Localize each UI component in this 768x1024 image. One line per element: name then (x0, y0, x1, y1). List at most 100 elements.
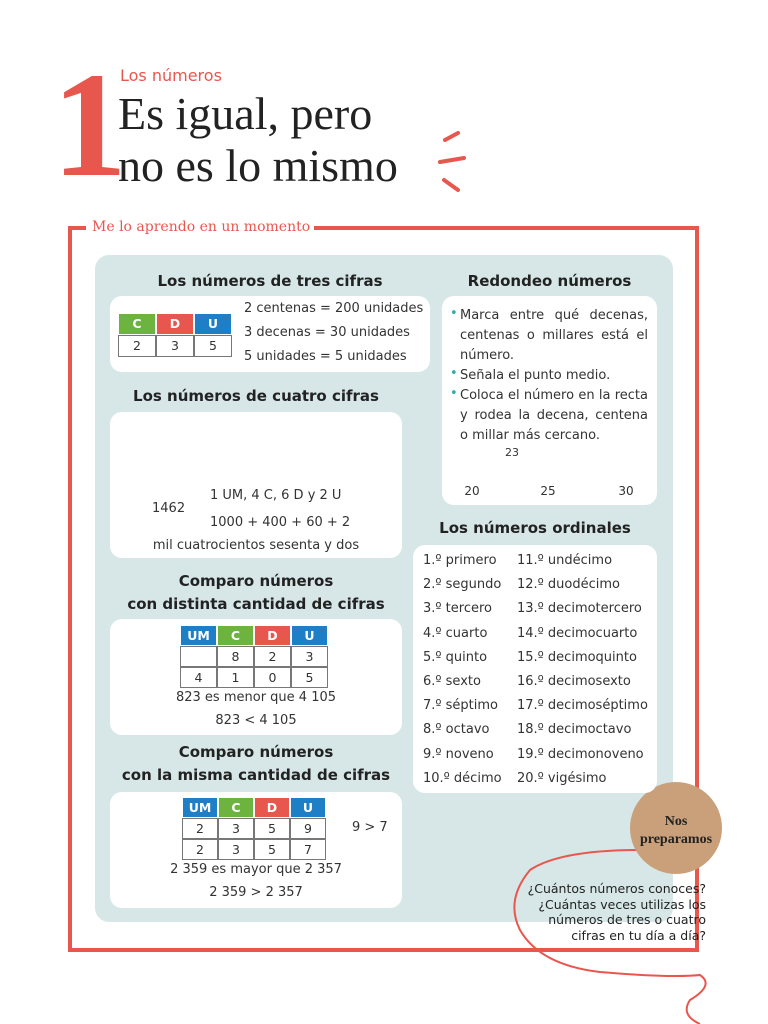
ordinal: 17.º decimoséptimo (517, 698, 648, 714)
table-cell: 3 (156, 335, 194, 357)
table-cell: 3 (218, 818, 254, 839)
ordinal: 18.º decimoctavo (517, 722, 632, 738)
question: ¿Cuántas veces utilizas los (538, 896, 706, 912)
table-cell: 3 (218, 839, 254, 860)
statement: 2 359 > 2 357 (209, 885, 303, 900)
heading: Comparo números (178, 743, 334, 761)
table-cell: 5 (254, 839, 290, 860)
decomposition: 1000 + 400 + 60 + 2 (210, 515, 351, 530)
title-1: Es igual, pero (118, 88, 373, 139)
heading: Comparo números (178, 572, 334, 590)
ordinal: 4.º cuarto (423, 625, 488, 641)
ordinal: 13.º decimotercero (517, 601, 642, 617)
table-cell: 7 (290, 839, 326, 860)
ordinal: 16.º decimosexto (517, 674, 631, 689)
ordinal: 19.º decimonoveno (517, 746, 644, 762)
note: 9 > 7 (352, 820, 388, 835)
badge (630, 782, 722, 874)
badge-line: preparamos (639, 832, 713, 847)
ordinal: 20.º vigésimo (517, 770, 607, 786)
ordinal: 2.º segundo (423, 577, 502, 593)
ordinal: 11.º undécimo (517, 553, 613, 568)
table-header: UM (180, 625, 217, 646)
frame (68, 226, 699, 952)
label-bg (86, 218, 314, 238)
ordinal: 10.º décimo (423, 770, 502, 786)
table-cell: 8 (217, 646, 254, 667)
table-header: U (290, 797, 326, 818)
table-cell: 4 (180, 667, 217, 688)
heading: con distinta cantidad de cifras (127, 595, 385, 613)
statement: 2 359 es mayor que 2 357 (170, 862, 342, 877)
table-header: U (291, 625, 328, 646)
box-ordinals (413, 545, 657, 793)
bullet: Marca entre qué decenas, centenas o mill… (460, 308, 648, 363)
heading: con la misma cantidad de cifras (121, 766, 391, 784)
ordinal: 7.º séptimo (423, 698, 499, 714)
ordinal: 12.º duodécimo (517, 577, 621, 593)
ordinal: 6.º sexto (423, 674, 481, 689)
table-cell (180, 646, 217, 667)
ordinal: 3.º tercero (423, 601, 492, 617)
table-header: C (217, 625, 254, 646)
table-header: C (118, 313, 156, 335)
table-header: D (156, 313, 194, 335)
table-cell: 5 (254, 818, 290, 839)
tick-label: 25 (540, 484, 556, 498)
unit-number: 1 (52, 42, 127, 208)
squiggle (438, 131, 466, 192)
tick-label: 20 (464, 484, 480, 498)
kicker: Los números (120, 66, 222, 85)
table-cell: 2 (182, 818, 218, 839)
ordinal: 14.º decimocuarto (517, 625, 638, 641)
bullet: Señala el punto medio. (460, 368, 611, 383)
bullet-dot: • (450, 306, 458, 321)
box-four (110, 412, 402, 558)
equation: 5 unidades = 5 unidades (244, 349, 407, 364)
question: ¿Cuántos números conoces? (527, 881, 706, 896)
ordinal: 15.º decimoquinto (517, 649, 637, 665)
badge-line: Nos (664, 814, 688, 829)
table-header: D (254, 797, 290, 818)
ordinal: 9.º noveno (423, 746, 494, 762)
bullet-dot: • (450, 386, 458, 401)
equation: 2 centenas = 200 unidades (244, 301, 424, 316)
number: 1462 (152, 501, 186, 516)
table-cell: 1 (217, 667, 254, 688)
table-header: U (194, 313, 232, 335)
table-cell: 5 (194, 335, 232, 357)
table-cell: 9 (290, 818, 326, 839)
table-cell: 2 (182, 839, 218, 860)
heading: Los números de cuatro cifras (133, 387, 379, 405)
ordinal: 5.º quinto (423, 649, 488, 665)
ordinal: 1.º primero (423, 553, 497, 568)
statement: 823 es menor que 4 105 (175, 690, 337, 705)
heading: Los números de tres cifras (157, 272, 383, 290)
table-cell: 0 (254, 667, 291, 688)
tick-label: 30 (618, 484, 634, 498)
statement: 823 < 4 105 (215, 713, 297, 728)
table-cell: 5 (291, 667, 328, 688)
bullet: Coloca el número en la recta y rodea la … (460, 388, 648, 443)
marked-number: 23 (505, 446, 519, 459)
table-cell: 2 (118, 335, 156, 357)
section-label: Me lo aprendo en un momento (92, 219, 311, 235)
question: números de tres o cuatro (548, 912, 706, 927)
question: cifras en tu día a día? (571, 927, 706, 943)
ordinal: 8.º octavo (423, 722, 490, 738)
table-header: D (254, 625, 291, 646)
title-2: no es lo mismo (118, 140, 398, 191)
words: mil cuatrocientos sesenta y dos (152, 538, 360, 553)
box-round (442, 296, 657, 505)
table-cell: 3 (291, 646, 328, 667)
table-cell: 2 (254, 646, 291, 667)
bullet-dot: • (450, 366, 458, 381)
table-header: UM (182, 797, 218, 818)
equation: 3 decenas = 30 unidades (244, 325, 410, 340)
speech-bubble (513, 849, 707, 1024)
heading: Redondeo números (467, 272, 632, 290)
decomposition: 1 UM, 4 C, 6 D y 2 U (210, 488, 342, 503)
badge-text: Nos preparamos (628, 813, 724, 849)
heading: Los números ordinales (439, 519, 631, 537)
